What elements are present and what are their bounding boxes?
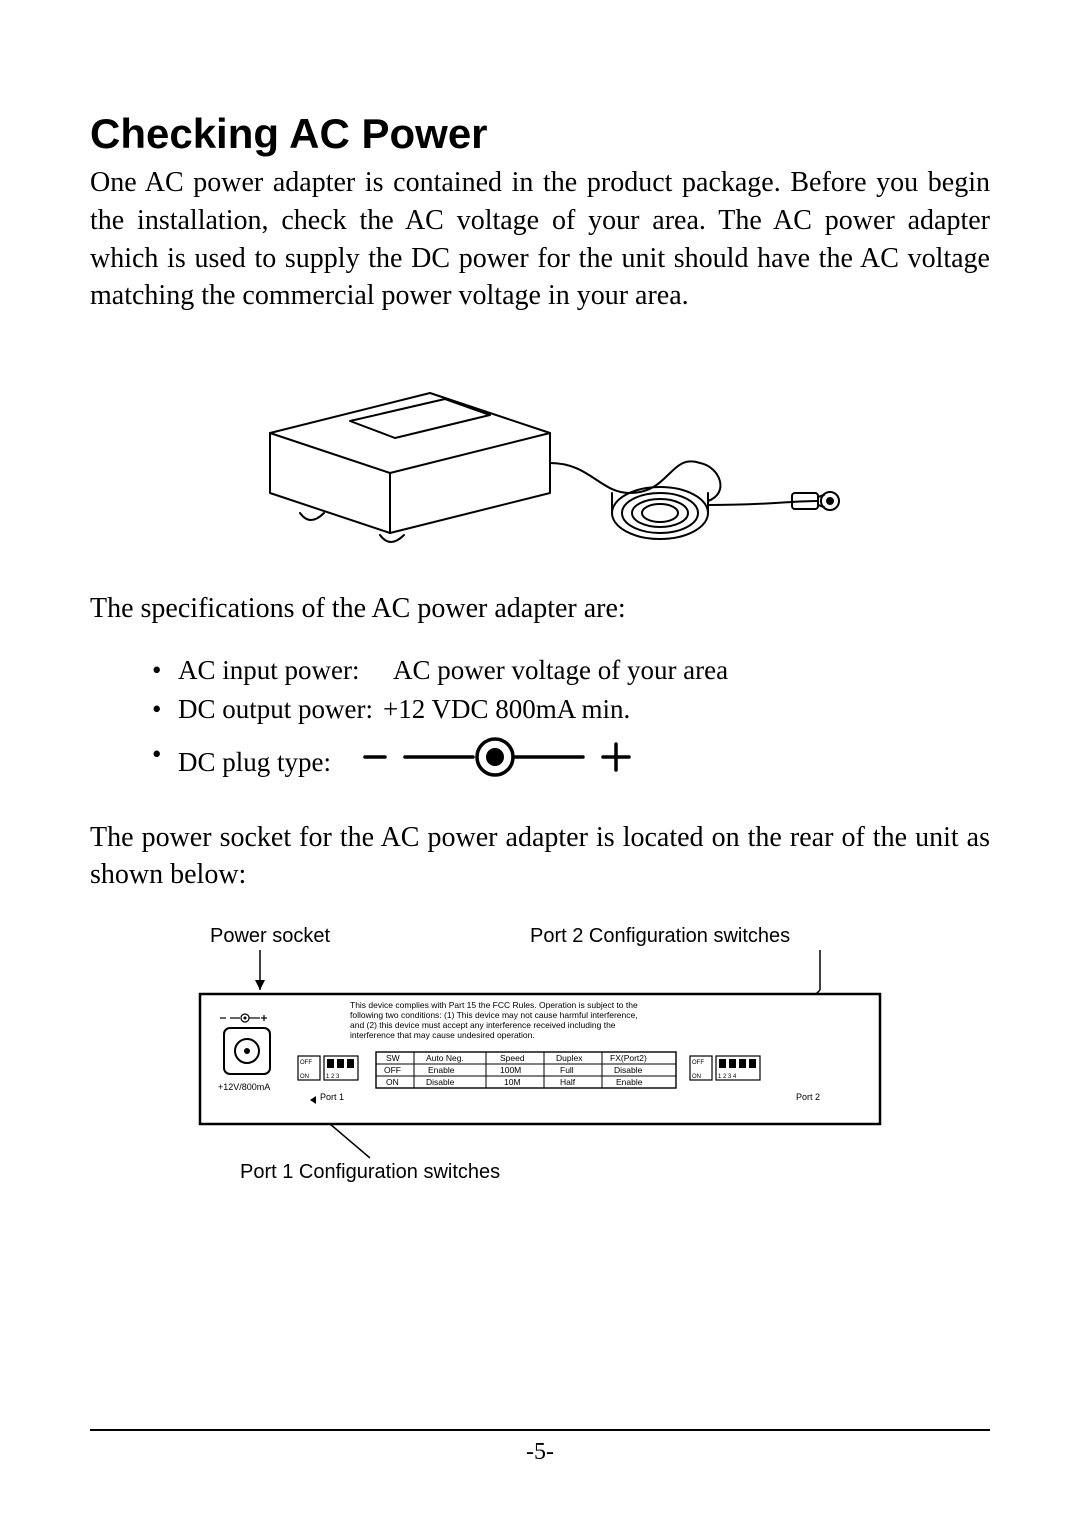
page-heading: Checking AC Power <box>90 110 990 158</box>
svg-text:Disable: Disable <box>426 1077 455 1087</box>
svg-text:Speed: Speed <box>500 1053 525 1063</box>
spec-list: AC input power: AC power voltage of your… <box>90 651 990 790</box>
label-power-socket: Power socket <box>210 925 330 947</box>
label-port1-switches: Port 1 Configuration switches <box>240 1161 500 1183</box>
svg-text:Duplex: Duplex <box>556 1053 583 1063</box>
label-voltage: +12V/800mA <box>218 1082 270 1092</box>
spec-label: AC input power: <box>178 651 360 690</box>
label-port1: Port 1 <box>320 1092 344 1102</box>
spec-item-dc-output: DC output power: +12 VDC 800mA min. <box>152 690 990 729</box>
dc-plug-polarity-icon <box>345 735 645 790</box>
rear-panel-icon: Power socket Port 2 Configuration switch… <box>180 920 900 1210</box>
footer-rule <box>90 1429 990 1431</box>
svg-text:Disable: Disable <box>614 1065 643 1075</box>
svg-text:and (2) this device must accep: and (2) this device must accept any inte… <box>350 1020 616 1030</box>
svg-text:1 2 3 4: 1 2 3 4 <box>718 1074 737 1080</box>
svg-text:ON: ON <box>386 1077 399 1087</box>
svg-text:1 2 3: 1 2 3 <box>326 1074 340 1080</box>
svg-text:following two conditions: (1): following two conditions: (1) This devic… <box>350 1010 638 1020</box>
label-port2: Port 2 <box>796 1092 820 1102</box>
spec-value: +12 VDC 800mA min. <box>383 690 630 729</box>
spec-item-ac-input: AC input power: AC power voltage of your… <box>152 651 990 690</box>
svg-text:Enable: Enable <box>616 1077 643 1087</box>
svg-text:SW: SW <box>386 1053 400 1063</box>
page-number: -5- <box>526 1439 554 1465</box>
adapter-figure <box>90 343 990 563</box>
svg-text:Full: Full <box>560 1065 574 1075</box>
spec-label: DC plug type: <box>178 743 331 782</box>
port2-dip: OFF ON 1 2 3 4 <box>690 1056 760 1080</box>
svg-text:ON: ON <box>692 1074 701 1080</box>
svg-text:OFF: OFF <box>384 1065 401 1075</box>
rear-panel-figure: Power socket Port 2 Configuration switch… <box>90 920 990 1210</box>
adapter-icon <box>230 343 850 563</box>
port1-dip: OFF ON 1 2 3 <box>298 1056 358 1080</box>
spec-item-dc-plug: DC plug type: <box>152 735 990 790</box>
svg-text:interference that may cause un: interference that may cause undesired op… <box>350 1030 535 1040</box>
page-footer: -5- <box>90 1429 990 1466</box>
svg-text:OFF: OFF <box>300 1060 312 1066</box>
svg-text:Auto Neg.: Auto Neg. <box>426 1053 464 1063</box>
svg-text:This device complies with Part: This device complies with Part 15 the FC… <box>350 1000 638 1010</box>
svg-text:FX(Port2): FX(Port2) <box>610 1053 647 1063</box>
svg-text:100M: 100M <box>500 1065 521 1075</box>
config-table: SW Auto Neg. Speed Duplex FX(Port2) OFF … <box>376 1052 676 1088</box>
svg-text:Enable: Enable <box>428 1065 455 1075</box>
spec-value: AC power voltage of your area <box>393 651 728 690</box>
svg-text:ON: ON <box>300 1074 309 1080</box>
svg-text:10M: 10M <box>504 1077 521 1087</box>
svg-text:OFF: OFF <box>692 1060 704 1066</box>
document-page: Checking AC Power One AC power adapter i… <box>0 0 1080 1536</box>
rear-lead: The power socket for the AC power adapte… <box>90 819 990 895</box>
spec-lead: The specifications of the AC power adapt… <box>90 593 990 625</box>
spec-label: DC output power: <box>178 690 373 729</box>
label-port2-switches: Port 2 Configuration switches <box>530 925 790 947</box>
intro-paragraph: One AC power adapter is contained in the… <box>90 164 990 315</box>
svg-text:Half: Half <box>560 1077 576 1087</box>
